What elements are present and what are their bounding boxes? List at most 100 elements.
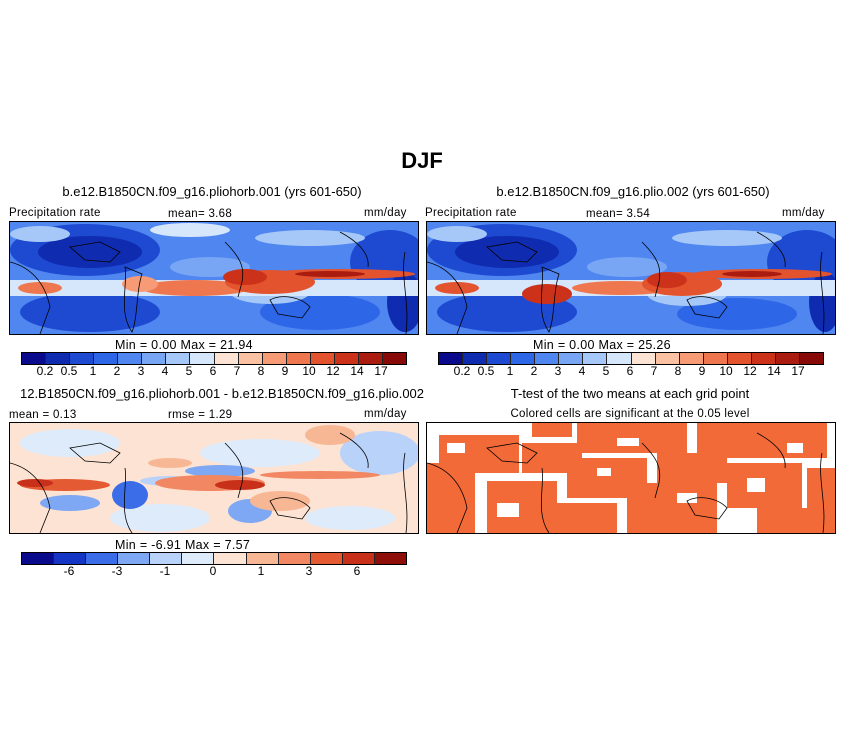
colorbar-tick-label: 12 [326,364,340,378]
colorbar-tick-label: 0 [209,564,217,578]
colorbar-tick-label: 17 [374,364,388,378]
panel2-variable-label: Precipitation rate [425,207,517,219]
colorbar-tick-label: 6 [626,364,634,378]
panel2-minmax: Min = 0.00 Max = 25.26 [533,338,671,352]
colorbar-tick-label: 0.2 [453,364,471,378]
colorbar-tick-label: 10 [719,364,733,378]
panel3-difference-map [9,422,419,534]
colorbar-swatch [166,353,191,364]
colorbar-tick-label: 1 [506,364,514,378]
colorbar-tick-label: 4 [578,364,586,378]
colorbar-swatch [607,353,632,364]
colorbar-tick-label: 0.5 [477,364,495,378]
colorbar-tick-label: 12 [743,364,757,378]
colorbar-swatch [334,353,359,364]
colorbar-swatch [238,353,263,364]
colorbar-swatch [631,353,656,364]
colorbar-swatch [246,553,279,564]
colorbar-swatch [487,353,512,364]
colorbar-swatch [463,353,488,364]
panel3-colorbar [21,552,407,565]
colorbar-swatch [342,553,375,564]
colorbar-swatch [727,353,752,364]
panel1-colorbar [21,352,407,365]
colorbar-swatch [751,353,776,364]
colorbar-tick-label: 1 [257,564,265,578]
colorbar-swatch [190,353,215,364]
panel3-units: mm/day [364,408,407,420]
panel4-significance-map [426,422,836,534]
colorbar-tick-label: 5 [185,364,193,378]
colorbar-tick-label: 7 [650,364,658,378]
colorbar-swatch [214,553,247,564]
colorbar-swatch [286,353,311,364]
colorbar-swatch [86,553,119,564]
panel4-title: T-test of the two means at each grid poi… [510,386,750,401]
colorbar-tick-label: 6 [209,364,217,378]
colorbar-tick-label: 14 [350,364,364,378]
colorbar-tick-label: 8 [257,364,265,378]
colorbar-tick-label: -6 [63,564,75,578]
colorbar-swatch [54,553,87,564]
colorbar-swatch [799,353,823,364]
colorbar-swatch [150,553,183,564]
panel2-mean-label: mean= 3.54 [586,208,651,220]
colorbar-swatch [703,353,728,364]
panel3-mean-label: mean = 0.13 [9,409,77,421]
panel1-precip-map [9,221,419,335]
colorbar-tick-label: 1 [89,364,97,378]
colorbar-swatch [46,353,71,364]
panel1-units: mm/day [364,207,407,219]
colorbar-tick-label: 10 [302,364,316,378]
colorbar-swatch [118,553,151,564]
colorbar-swatch [310,553,343,564]
colorbar-tick-label: 9 [698,364,706,378]
panel3-minmax: Min = -6.91 Max = 7.57 [115,538,251,552]
colorbar-swatch [278,553,311,564]
panel4-subtitle: Colored cells are significant at the 0.0… [510,408,750,420]
colorbar-tick-label: 9 [281,364,289,378]
colorbar-tick-label: 4 [161,364,169,378]
colorbar-tick-label: 0.2 [36,364,54,378]
colorbar-tick-label: 2 [530,364,538,378]
panel2-title: b.e12.B1850CN.f09_g16.plio.002 (yrs 601-… [496,184,770,199]
colorbar-swatch [439,353,464,364]
colorbar-swatch [118,353,143,364]
colorbar-tick-label: 3 [305,564,313,578]
colorbar-swatch [182,553,215,564]
colorbar-tick-label: 3 [554,364,562,378]
panel1-minmax: Min = 0.00 Max = 21.94 [115,338,253,352]
colorbar-tick-label: 7 [233,364,241,378]
colorbar-tick-label: 2 [113,364,121,378]
colorbar-swatch [583,353,608,364]
colorbar-swatch [679,353,704,364]
colorbar-swatch [382,353,406,364]
panel2-colorbar-ticks: 0.2 0.5 1 2 3 4 5 6 7 8 9 10 12 14 17 [438,364,822,378]
panel3-colorbar-ticks: -6 -3 -1 0 1 3 6 [21,564,405,578]
colorbar-tick-label: -1 [159,564,171,578]
colorbar-swatch [94,353,119,364]
colorbar-tick-label: 17 [791,364,805,378]
colorbar-tick-label: 8 [674,364,682,378]
colorbar-tick-label: 0.5 [60,364,78,378]
panel1-variable-label: Precipitation rate [9,207,101,219]
colorbar-tick-label: 5 [602,364,610,378]
panel2-colorbar [438,352,824,365]
colorbar-swatch [374,553,406,564]
colorbar-tick-label: 3 [137,364,145,378]
colorbar-swatch [775,353,800,364]
colorbar-tick-label: 14 [767,364,781,378]
colorbar-swatch [70,353,95,364]
colorbar-swatch [358,353,383,364]
colorbar-swatch [262,353,287,364]
colorbar-swatch [511,353,536,364]
colorbar-tick-label: -3 [111,564,123,578]
colorbar-tick-label: 6 [353,564,361,578]
colorbar-swatch [559,353,584,364]
figure-title: DJF [401,148,443,173]
panel2-precip-map [426,221,836,335]
panel2-units: mm/day [782,207,825,219]
colorbar-swatch [310,353,335,364]
colorbar-swatch [22,553,55,564]
colorbar-swatch [214,353,239,364]
